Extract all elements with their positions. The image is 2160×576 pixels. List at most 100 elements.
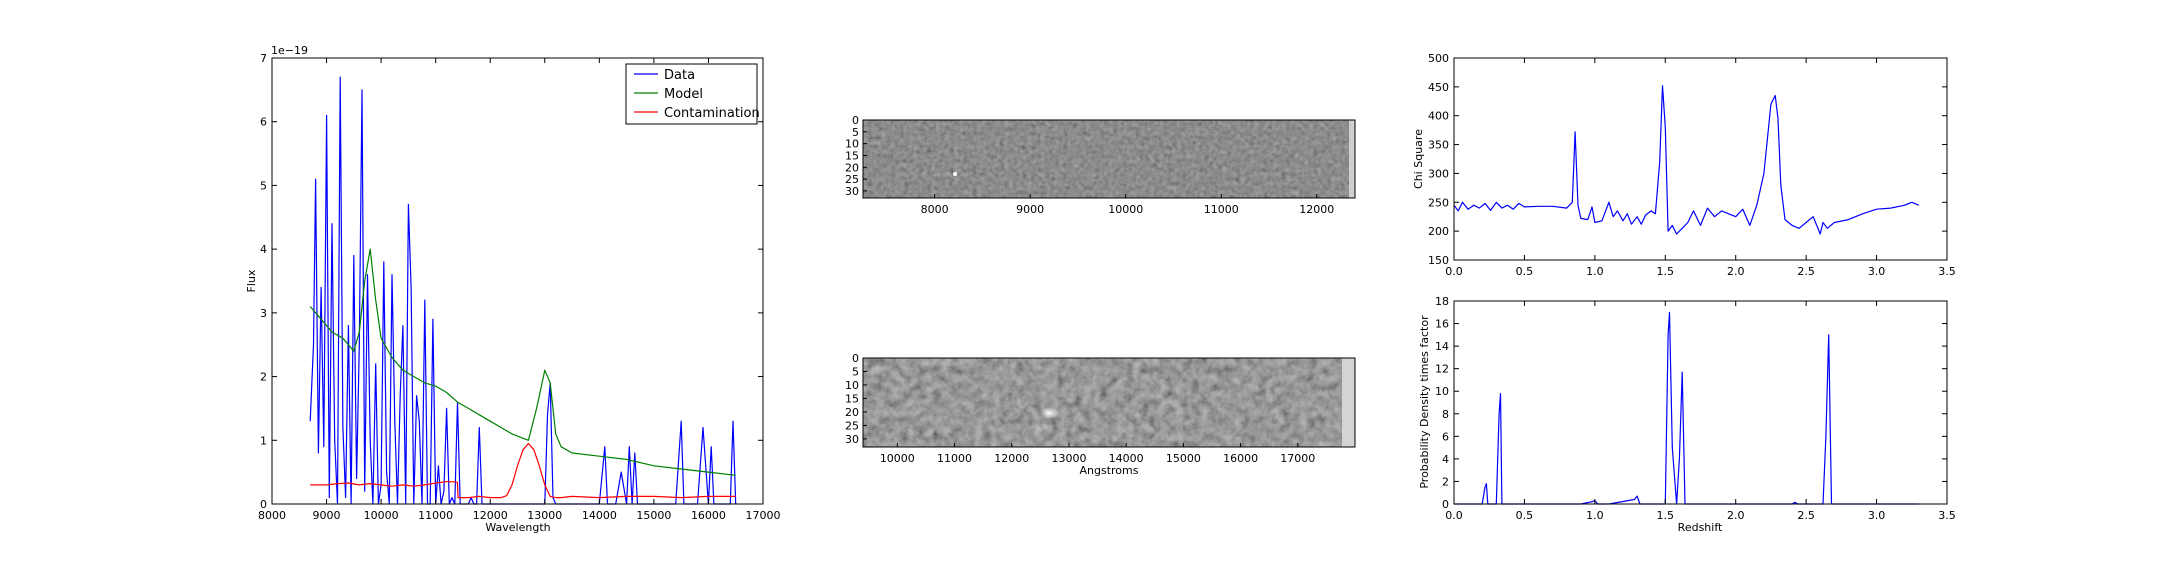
lower-image-edge (1342, 358, 1355, 447)
y-tick-label: 2 (260, 371, 267, 384)
y-tick-label: 5 (852, 126, 859, 139)
spectrum-y-ticks: 0 1 2 3 4 5 6 7 (260, 52, 763, 511)
y-tick-label: 300 (1428, 167, 1449, 180)
x-tick-label: 0.5 (1516, 265, 1534, 278)
x-tick-label: 13000 (527, 509, 562, 522)
spectrum-axes-frame (271, 57, 764, 505)
y-tick-label: 20 (845, 406, 859, 419)
x-tick-label: 8000 (258, 509, 286, 522)
y-tick-label: 12 (1435, 363, 1449, 376)
lower-image-x-ticks: 10000 11000 12000 13000 14000 15000 16000 17000 (880, 443, 1315, 465)
upper-image-frame (862, 119, 1356, 199)
x-tick-label: 17000 (746, 509, 781, 522)
y-tick-label: 25 (845, 173, 859, 186)
x-tick-label: 13000 (1051, 452, 1086, 465)
chi-square-y-ticks: 150 200 250 300 350 400 450 500 (1428, 52, 1947, 267)
x-tick-label: 2.0 (1727, 509, 1745, 522)
x-tick-label: 10000 (1108, 203, 1143, 216)
y-tick-label: 15 (845, 149, 859, 162)
y-tick-label: 250 (1428, 196, 1449, 209)
legend-label-model: Model (664, 87, 703, 102)
x-tick-label: 0.0 (1445, 265, 1463, 278)
y-tick-label: 0 (260, 498, 267, 511)
pdf-axes-frame (1453, 300, 1948, 505)
y-tick-label: 0 (852, 114, 859, 127)
y-tick-label: 10 (845, 138, 859, 151)
y-tick-label: 5 (260, 179, 267, 192)
x-tick-label: 10000 (880, 452, 915, 465)
x-tick-label: 12000 (994, 452, 1029, 465)
y-tick-label: 20 (845, 161, 859, 174)
x-tick-label: 9000 (1016, 203, 1044, 216)
x-tick-label: 2.5 (1797, 509, 1815, 522)
y-tick-label: 30 (845, 433, 859, 446)
y-tick-label: 10 (845, 379, 859, 392)
chi-square-plot: 0.0 0.5 1.0 1.5 2.0 2.5 3.0 3.5 150 200 250 300 350… (1412, 52, 1956, 278)
x-tick-label: 8000 (921, 203, 949, 216)
upper-image-bright-source (953, 172, 957, 176)
upper-image-tone (863, 120, 1355, 198)
chi-square-series-group (1453, 85, 1920, 235)
y-tick-label: 450 (1428, 81, 1449, 94)
upper-image-edge (1349, 120, 1355, 198)
x-tick-label: 3.0 (1868, 265, 1886, 278)
x-tick-label: 3.5 (1938, 509, 1956, 522)
x-tick-label: 15000 (1166, 452, 1201, 465)
y-tick-label: 6 (260, 116, 267, 129)
y-tick-label: 4 (260, 243, 267, 256)
y-tick-label: 400 (1428, 110, 1449, 123)
y-tick-label: 5 (852, 365, 859, 378)
x-tick-label: 1.5 (1657, 509, 1675, 522)
x-tick-label: 9000 (313, 509, 341, 522)
x-tick-label: 3.0 (1868, 509, 1886, 522)
x-tick-label: 3.5 (1938, 265, 1956, 278)
x-tick-label: 12000 (473, 509, 508, 522)
y-tick-label: 1 (260, 434, 267, 447)
y-tick-label: 15 (845, 392, 859, 405)
legend-label-contamination: Contamination (664, 106, 760, 121)
chi-square-x-ticks: 0.0 0.5 1.0 1.5 2.0 2.5 3.0 3.5 (1445, 58, 1956, 278)
y-tick-label: 200 (1428, 225, 1449, 238)
chi-square-axes-frame (1453, 57, 1948, 261)
x-tick-label: 1.5 (1657, 265, 1675, 278)
x-tick-label: 1.0 (1586, 265, 1604, 278)
spectrum-x-label: Wavelength (485, 521, 550, 534)
series-line-contamination (310, 442, 736, 499)
lower-spectrum-image: 10000 11000 12000 13000 14000 15000 16000 17000… (845, 352, 1356, 477)
lower-image-x-label: Angstroms (1080, 464, 1139, 477)
x-tick-label: 16000 (691, 509, 726, 522)
y-tick-label: 25 (845, 419, 859, 432)
spectrum-x-ticks: 8000 9000 10000 11000 12000 13000 14000 15000 16… (258, 58, 781, 522)
x-tick-label: 1.0 (1586, 509, 1604, 522)
x-tick-label: 12000 (1299, 203, 1334, 216)
pdf-y-ticks: 0 2 4 6 8 10 12 14 16 18 (1435, 295, 1947, 511)
lower-image-bright-source (1040, 407, 1058, 419)
series-line-chi2 (1453, 85, 1920, 235)
spectrum-offset-label: 1e−19 (271, 44, 308, 57)
x-tick-label: 2.0 (1727, 265, 1745, 278)
pdf-y-label: Probability Density times factor (1418, 315, 1431, 489)
x-tick-label: 14000 (1109, 452, 1144, 465)
y-tick-label: 16 (1435, 318, 1449, 331)
x-tick-label: 10000 (364, 509, 399, 522)
spectrum-y-label: Flux (245, 269, 258, 292)
x-tick-label: 11000 (418, 509, 453, 522)
y-tick-label: 150 (1428, 254, 1449, 267)
x-tick-label: 16000 (1223, 452, 1258, 465)
y-tick-label: 18 (1435, 295, 1449, 308)
y-tick-label: 6 (1442, 430, 1449, 443)
legend-label-data: Data (664, 68, 695, 83)
y-tick-label: 3 (260, 307, 267, 320)
y-tick-label: 4 (1442, 453, 1449, 466)
pdf-x-label: Redshift (1678, 521, 1723, 534)
x-tick-label: 11000 (1204, 203, 1239, 216)
x-tick-label: 11000 (937, 452, 972, 465)
y-tick-label: 2 (1442, 475, 1449, 488)
y-tick-label: 500 (1428, 52, 1449, 65)
